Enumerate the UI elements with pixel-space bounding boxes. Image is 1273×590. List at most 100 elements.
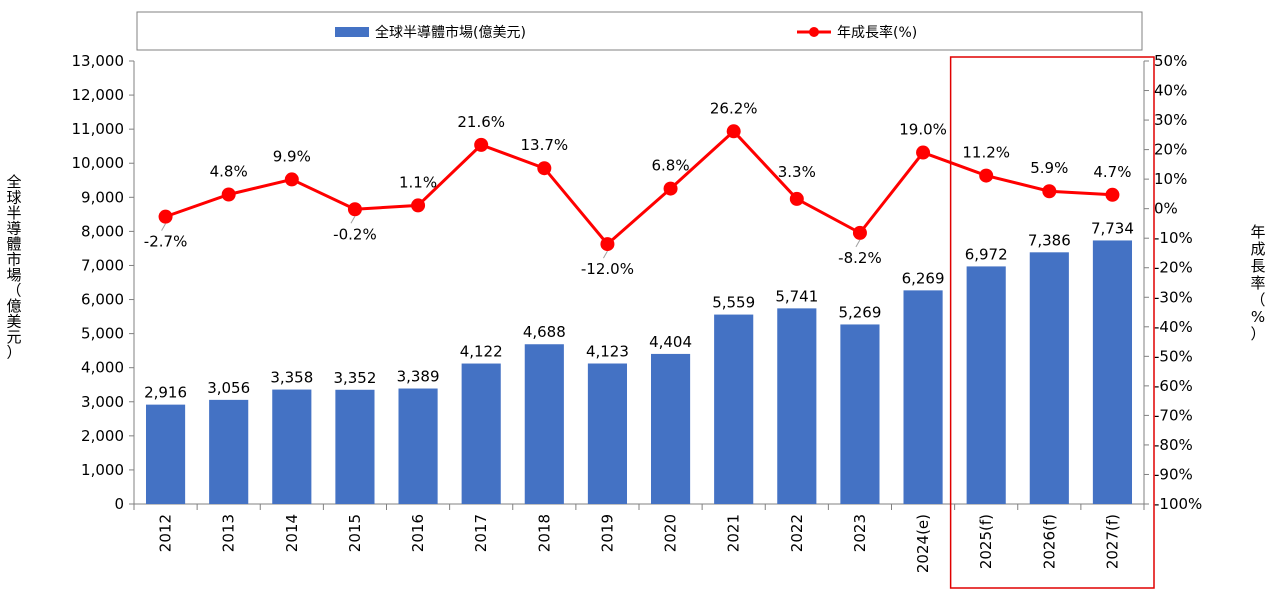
- line-point: [789, 191, 804, 206]
- bar: [966, 266, 1006, 504]
- axis-title-char: 市: [6, 251, 21, 269]
- line-data-label: 5.9%: [1030, 159, 1068, 177]
- line-label-leader: [603, 250, 608, 259]
- axis-title-char: ）: [6, 344, 21, 362]
- axis-title-char: 半: [6, 204, 21, 222]
- axis-title-char: 元: [6, 328, 21, 346]
- bar-data-label: 4,122: [460, 343, 503, 361]
- bar-data-label: 5,741: [775, 287, 818, 305]
- line-data-label: 1.1%: [399, 173, 437, 191]
- line-data-label: 11.2%: [962, 144, 1010, 162]
- x-tick-label: 2015: [346, 514, 364, 552]
- line-data-label: 19.0%: [899, 121, 947, 139]
- line-label-leader: [161, 223, 166, 231]
- bar: [1092, 240, 1133, 504]
- left-tick-label: 4,000: [81, 359, 124, 377]
- axis-title-char: 億: [6, 297, 21, 315]
- right-tick-label: -20%: [1154, 259, 1193, 277]
- axis-title-char: 球: [6, 189, 21, 207]
- line-label-leader: [855, 239, 861, 248]
- bar-data-label: 4,688: [523, 323, 566, 341]
- x-tick-label: 2016: [409, 514, 427, 552]
- forecast-highlight-box: [949, 56, 1155, 589]
- line-data-label: 4.7%: [1093, 163, 1131, 181]
- line-data-label: 3.3%: [778, 163, 816, 181]
- left-tick-label: 11,000: [72, 120, 125, 138]
- bar: [145, 404, 186, 504]
- bar: [461, 363, 501, 504]
- line-point: [916, 145, 931, 160]
- bar: [209, 399, 249, 504]
- bar-data-label: 5,559: [712, 294, 755, 312]
- legend-line-marker: [809, 27, 819, 37]
- bar: [840, 324, 880, 504]
- bar: [398, 388, 438, 504]
- line-point: [663, 181, 678, 196]
- line-point: [158, 209, 173, 224]
- axis-title-char: 率: [1250, 274, 1265, 292]
- bar: [777, 308, 817, 504]
- line-point: [411, 198, 426, 213]
- line-data-label: 9.9%: [273, 147, 311, 165]
- line-data-label: 4.8%: [210, 162, 248, 180]
- bar-data-label: 3,352: [333, 369, 376, 387]
- bar-data-label: 7,734: [1091, 219, 1134, 237]
- right-tick-label: 20%: [1154, 141, 1187, 159]
- bar: [335, 389, 375, 504]
- bar: [1029, 252, 1069, 504]
- right-tick-label: 40%: [1154, 82, 1187, 100]
- bar-data-label: 4,404: [649, 333, 692, 351]
- axis-title-char: 導: [6, 220, 21, 238]
- right-tick-label: 0%: [1154, 200, 1178, 218]
- line-data-label: -12.0%: [581, 260, 634, 278]
- x-tick-label: 2012: [157, 514, 175, 552]
- left-tick-label: 1,000: [81, 461, 124, 479]
- legend: 全球半導體市場(億美元) 年成長率(%): [136, 11, 1143, 51]
- line-point: [1105, 187, 1120, 202]
- left-tick-label: 12,000: [72, 86, 125, 104]
- line-data-label: -2.7%: [144, 233, 188, 251]
- line-data-label: 26.2%: [710, 99, 758, 117]
- right-axis-title: 年成長率（%）: [1250, 223, 1265, 343]
- axis-title-char: （: [6, 282, 21, 300]
- axis-title-char: %: [1251, 308, 1265, 326]
- x-tick-label: 2023: [851, 514, 869, 552]
- right-tick-label: -80%: [1154, 436, 1193, 454]
- left-tick-label: 7,000: [81, 256, 124, 274]
- line-point: [1042, 184, 1057, 199]
- right-tick-label: -50%: [1154, 347, 1193, 365]
- x-tick-label: 2020: [662, 514, 680, 552]
- axis-title-char: 全: [6, 173, 21, 191]
- left-tick-label: 6,000: [81, 291, 124, 309]
- growth-line: [165, 129, 1113, 247]
- line-data-label: 6.8%: [652, 157, 690, 175]
- bar: [903, 290, 943, 504]
- right-tick-label: 10%: [1154, 170, 1187, 188]
- axis-title-char: ）: [1250, 325, 1265, 343]
- axis-title-char: 長: [1250, 257, 1265, 275]
- left-tick-label: 9,000: [81, 188, 124, 206]
- x-tick-label: 2025(f): [977, 514, 995, 569]
- axis-title-char: 場: [6, 266, 21, 284]
- x-tick-label: 2021: [725, 514, 743, 552]
- line-point: [284, 172, 299, 187]
- x-tick-label: 2014: [283, 514, 301, 552]
- line-point: [347, 202, 362, 217]
- bar-data-label: 3,389: [397, 368, 440, 386]
- bar: [714, 314, 754, 504]
- line-point: [474, 137, 489, 152]
- x-tick-label: 2026(f): [1040, 514, 1058, 569]
- left-tick-label: 0: [114, 495, 124, 513]
- left-tick-label: 2,000: [81, 427, 124, 445]
- bar: [272, 389, 312, 504]
- bar: [587, 363, 628, 504]
- line-label-leader: [350, 216, 356, 224]
- line-data-label: 13.7%: [520, 136, 568, 154]
- right-tick-label: -100%: [1154, 495, 1202, 513]
- left-axis-title: 全球半導體市場（億美元）: [6, 173, 21, 362]
- axis-title-char: 年: [1250, 223, 1265, 241]
- line-point: [979, 168, 994, 183]
- line-point: [726, 124, 741, 139]
- bar-data-label: 5,269: [838, 303, 881, 321]
